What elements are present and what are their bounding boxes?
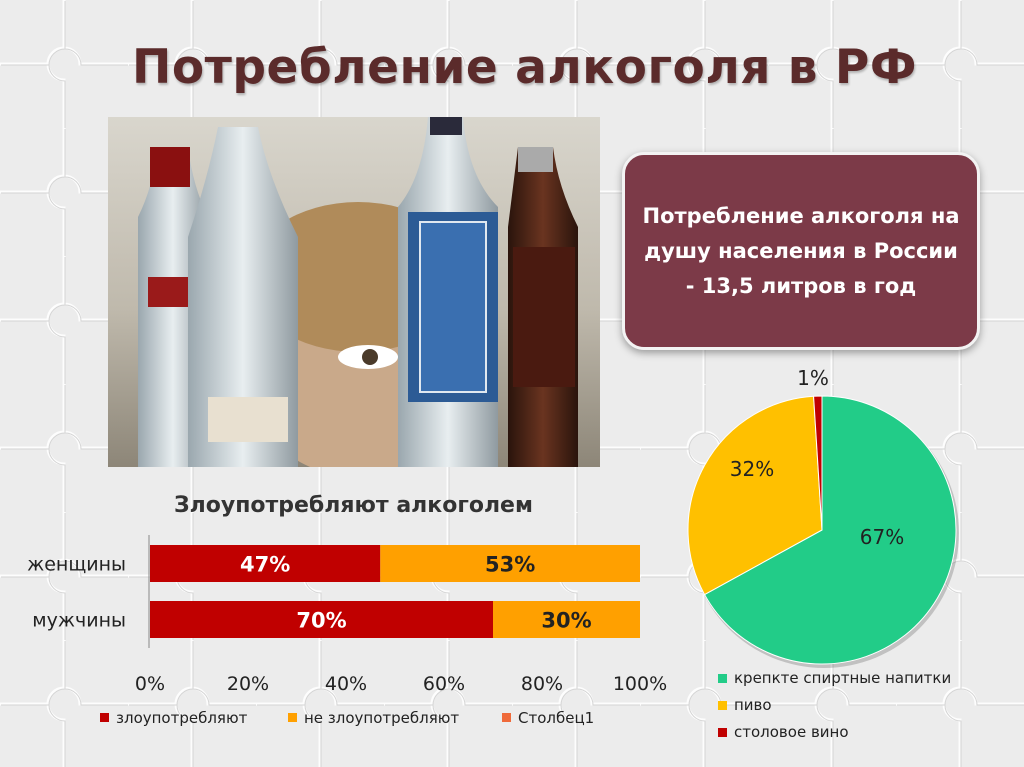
bar-legend-label: злоупотребляют bbox=[116, 709, 248, 727]
bar-tick-label: 100% bbox=[613, 673, 667, 695]
pie-legend-swatch bbox=[718, 674, 727, 683]
bar-data-label: 70% bbox=[296, 609, 346, 633]
bar-category-label: мужчины bbox=[32, 610, 126, 632]
bottles-photo bbox=[108, 117, 600, 467]
bar-tick-label: 20% bbox=[227, 673, 269, 695]
bar-segment bbox=[493, 601, 640, 638]
bar-legend-label: Столбец1 bbox=[518, 709, 594, 727]
bar-data-label: 53% bbox=[485, 553, 535, 577]
bar-tick-label: 80% bbox=[521, 673, 563, 695]
bar-legend-swatch bbox=[100, 713, 109, 722]
pie-slice bbox=[703, 395, 957, 665]
pie-legend-label: столовое вино bbox=[734, 723, 849, 741]
bar-legend-swatch bbox=[502, 713, 511, 722]
bar-tick-label: 0% bbox=[135, 673, 165, 695]
pie-legend-swatch bbox=[718, 701, 727, 710]
bar-chart-title: Злоупотребляют алкоголем bbox=[174, 493, 533, 518]
pie-legend-label: пиво bbox=[734, 696, 772, 714]
bar-segment bbox=[150, 601, 493, 638]
bar-data-label: 30% bbox=[541, 609, 591, 633]
callout-text: Потребление алкоголя на душу населения в… bbox=[642, 203, 960, 298]
pie-data-label: 32% bbox=[730, 457, 774, 481]
slide-title: Потребление алкоголя в РФ bbox=[132, 40, 917, 95]
bar-tick-label: 60% bbox=[423, 673, 465, 695]
bar-data-label: 47% bbox=[240, 553, 290, 577]
bar-category-label: женщины bbox=[27, 554, 126, 576]
bar-legend-label: не злоупотребляют bbox=[304, 709, 459, 727]
pie-legend-swatch bbox=[718, 728, 727, 737]
bar-segment bbox=[150, 545, 381, 582]
pie-legend-label: крепкте спиртные напитки bbox=[734, 669, 951, 687]
bar-legend-swatch bbox=[288, 713, 297, 722]
bar-tick-label: 40% bbox=[325, 673, 367, 695]
pie-data-label: 67% bbox=[860, 525, 904, 549]
pie-slice bbox=[687, 395, 823, 596]
pie-data-label: 1% bbox=[797, 366, 829, 390]
bar-segment bbox=[380, 545, 640, 582]
consumption-callout: Потребление алкоголя на душу населения в… bbox=[622, 152, 980, 350]
pie-slice bbox=[813, 395, 823, 531]
